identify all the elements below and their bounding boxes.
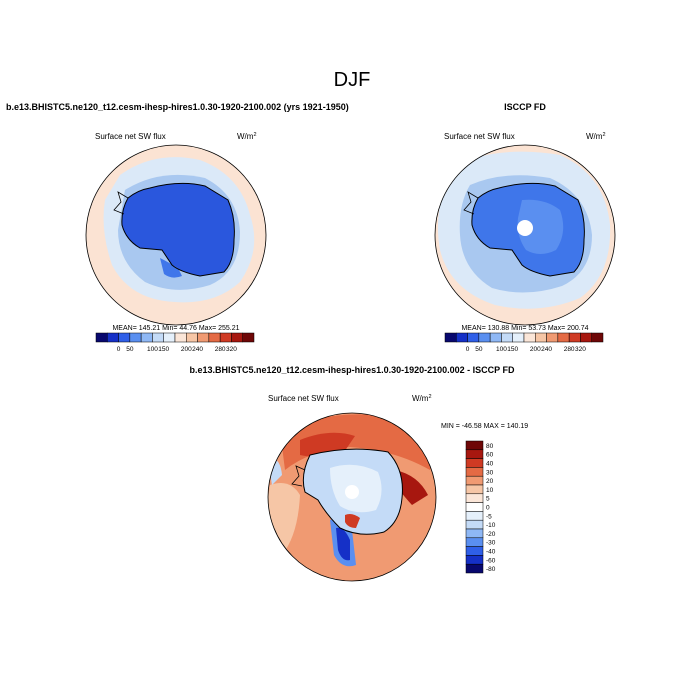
figure-title: DJF	[334, 69, 371, 91]
panel-obs-colorbar: 0 50 100 150 200 240 280 320	[444, 332, 604, 353]
colorbar-label: 280	[564, 346, 575, 353]
colorbar-box	[465, 449, 484, 459]
colorbar-label: 0	[486, 505, 490, 512]
colorbar-box	[489, 332, 502, 343]
colorbar-box	[591, 332, 604, 343]
colorbar-label: -30	[486, 540, 496, 547]
colorbar-label: -60	[486, 557, 496, 564]
colorbar-box	[465, 484, 484, 495]
colorbar-box	[512, 332, 525, 343]
colorbar-label: 240	[541, 346, 552, 353]
colorbar-box	[465, 467, 484, 477]
colorbar-box	[465, 511, 484, 521]
colorbar-label: 200	[530, 346, 541, 353]
colorbar-box	[465, 537, 484, 547]
colorbar-box	[465, 493, 484, 503]
panel-model-stats: MEAN= 145.21 Min= 44.76 Max= 255.21	[112, 325, 239, 332]
colorbar-box	[107, 332, 119, 343]
colorbar-label: 50	[126, 346, 134, 353]
panel-obs-stats: MEAN= 130.88 Min= 53.73 Max= 200.74	[461, 325, 588, 332]
panel-model-boundary	[85, 144, 267, 326]
colorbar-box	[568, 332, 581, 343]
colorbar-box	[465, 440, 484, 451]
colorbar-box	[467, 332, 480, 343]
colorbar-label: 0	[117, 346, 121, 353]
colorbar-label: 50	[475, 346, 483, 353]
colorbar-label: -20	[486, 531, 496, 538]
colorbar-box	[140, 332, 153, 343]
panel-model-units: W/m2	[237, 132, 257, 141]
colorbar-box	[580, 332, 592, 343]
colorbar-box	[456, 332, 468, 343]
colorbar-box	[465, 528, 484, 539]
colorbar-box	[174, 332, 187, 343]
panel-diff: b.e13.BHISTC5.ne120_t12.cesm-ihesp-hires…	[190, 365, 528, 582]
colorbar-label: 150	[507, 346, 518, 353]
panel-obs-variable: Surface net SW flux	[444, 132, 515, 141]
colorbar-box	[186, 332, 198, 343]
colorbar-box	[523, 332, 536, 343]
colorbar-label: 10	[486, 487, 494, 494]
colorbar-box	[501, 332, 513, 343]
panel-model-colorbar: 0 50 100 150 200 240 280 320	[95, 332, 255, 353]
colorbar-box	[478, 332, 491, 343]
panel-diff-boundary	[267, 412, 437, 582]
colorbar-box	[465, 519, 484, 530]
panel-model: b.e13.BHISTC5.ne120_t12.cesm-ihesp-hires…	[6, 102, 349, 353]
panel-obs-units: W/m2	[586, 132, 606, 141]
colorbar-box	[208, 332, 221, 343]
panel-diff-stats: MIN = -46.58 MAX = 140.19	[441, 423, 528, 430]
colorbar-label: 320	[226, 346, 237, 353]
panel-obs-title: ISCCP FD	[504, 102, 546, 112]
colorbar-label: 30	[486, 469, 494, 476]
colorbar-box	[118, 332, 131, 343]
panel-diff-variable: Surface net SW flux	[268, 394, 339, 403]
colorbar-box	[231, 332, 243, 343]
colorbar-label: -80	[486, 566, 496, 573]
colorbar-box	[163, 332, 176, 343]
colorbar-label: 150	[158, 346, 169, 353]
colorbar-box	[465, 563, 484, 574]
panel-diff-units: W/m2	[412, 394, 432, 403]
colorbar-box	[444, 332, 457, 343]
colorbar-box	[197, 332, 210, 343]
colorbar-label: 80	[486, 443, 494, 450]
colorbar-label: 5	[486, 496, 490, 503]
colorbar-label: 240	[192, 346, 203, 353]
colorbar-box	[95, 332, 108, 343]
colorbar-box	[129, 332, 142, 343]
colorbar-label: -5	[486, 513, 492, 520]
colorbar-box	[465, 458, 484, 468]
panel-obs-map	[435, 145, 615, 325]
colorbar-label: 0	[466, 346, 470, 353]
colorbar-box	[465, 502, 484, 512]
colorbar-box	[465, 546, 484, 556]
colorbar-box	[152, 332, 164, 343]
colorbar-label: -40	[486, 549, 496, 556]
panel-model-variable: Surface net SW flux	[95, 132, 166, 141]
colorbar-label: 100	[147, 346, 158, 353]
colorbar-label: 60	[486, 452, 494, 459]
colorbar-box	[219, 332, 232, 343]
panel-obs: ISCCP FD Surface net SW flux W/m2 MEAN= …	[434, 102, 616, 353]
colorbar-box	[465, 555, 484, 565]
colorbar-label: -10	[486, 522, 496, 529]
panel-model-title: b.e13.BHISTC5.ne120_t12.cesm-ihesp-hires…	[6, 102, 349, 112]
panel-obs-boundary	[434, 144, 616, 326]
colorbar-label: 280	[215, 346, 226, 353]
panel-diff-title: b.e13.BHISTC5.ne120_t12.cesm-ihesp-hires…	[190, 365, 515, 375]
colorbar-label: 20	[486, 478, 494, 485]
colorbar-label: 40	[486, 461, 494, 468]
colorbar-box	[546, 332, 559, 343]
colorbar-label: 100	[496, 346, 507, 353]
colorbar-label: 200	[181, 346, 192, 353]
colorbar-box	[557, 332, 570, 343]
colorbar-box	[465, 475, 484, 486]
panel-model-map	[86, 145, 266, 325]
colorbar-box	[242, 332, 255, 343]
colorbar-box	[535, 332, 547, 343]
colorbar-label: 320	[575, 346, 586, 353]
